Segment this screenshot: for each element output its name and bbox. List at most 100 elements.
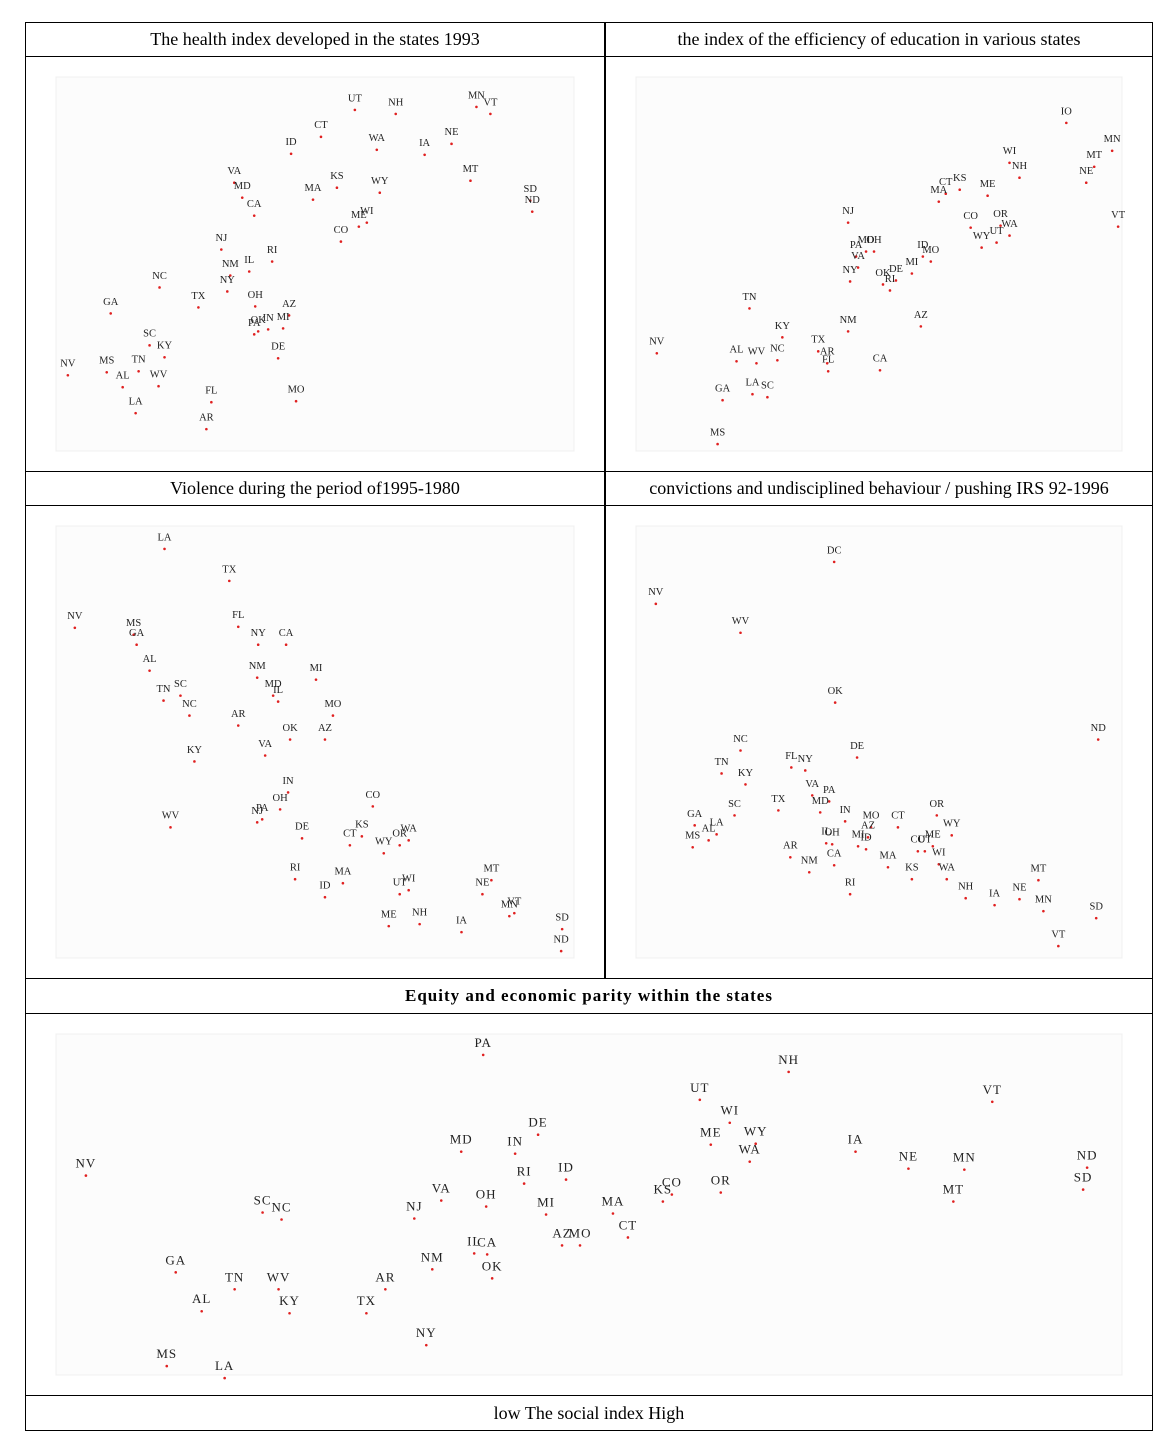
point-label: UT: [348, 93, 363, 104]
point-label: AR: [375, 1269, 395, 1284]
point: [256, 330, 260, 333]
point-label: KY: [157, 341, 173, 352]
point-label: NE: [475, 878, 489, 889]
point: [733, 814, 736, 817]
point: [923, 849, 927, 853]
point: [398, 892, 402, 896]
point-label: MI: [537, 1194, 555, 1209]
point-label: WI: [1003, 146, 1017, 157]
point-label: ID: [917, 240, 928, 251]
point-label: NY: [798, 754, 814, 765]
point: [544, 1213, 548, 1216]
point-label: NH: [958, 882, 974, 893]
point-label: WY: [744, 1124, 768, 1139]
point-label: IA: [989, 889, 1000, 900]
point: [993, 903, 996, 907]
point-label: ME: [700, 1125, 722, 1140]
point-label: TN: [715, 757, 729, 768]
point-label: MD: [265, 679, 282, 690]
point-label: CO: [963, 211, 978, 222]
point: [816, 350, 820, 353]
point-label: NV: [648, 587, 664, 598]
point: [371, 805, 375, 808]
point-label: VT: [1051, 929, 1066, 940]
scatter-plot: PA NH UT VT WI DE ME WY MD IN IA WA NE MN ND NV ID RI SD OR…: [55, 1033, 1123, 1380]
point: [475, 105, 478, 109]
point: [485, 1253, 489, 1256]
point-label: CT: [314, 120, 328, 131]
point-label: MD: [858, 235, 875, 246]
point: [827, 800, 831, 803]
point-label: DE: [850, 741, 864, 752]
point: [707, 839, 710, 842]
point: [398, 844, 402, 847]
point: [698, 1098, 702, 1102]
point-label: OK: [283, 723, 299, 734]
point: [252, 333, 256, 336]
point-label: MI: [310, 663, 323, 674]
point-label: MN: [1035, 895, 1052, 906]
point: [319, 135, 323, 139]
point: [980, 246, 983, 249]
point: [220, 248, 223, 251]
point-label: WY: [371, 176, 389, 187]
point-label: VA: [258, 739, 272, 750]
point-label: SD: [555, 913, 569, 924]
point-label: AL: [116, 371, 130, 382]
point: [748, 307, 751, 310]
point-label: WI: [932, 848, 946, 859]
point: [378, 191, 382, 194]
point: [109, 312, 113, 315]
point: [193, 760, 196, 763]
point: [830, 843, 834, 846]
point: [937, 862, 941, 866]
point: [950, 834, 954, 837]
point-label: NJ: [215, 233, 227, 244]
point: [854, 1150, 857, 1153]
point-label: NM: [840, 315, 858, 326]
point-label: SD: [1089, 902, 1103, 913]
point-label: CA: [279, 628, 294, 639]
point-label: VT: [983, 1082, 1002, 1097]
point-label: MS: [685, 831, 700, 842]
point: [944, 192, 948, 195]
point: [777, 809, 780, 812]
point-label: SC: [254, 1192, 272, 1207]
point-label: DE: [271, 342, 285, 353]
point: [564, 1178, 568, 1181]
point-label: ID: [558, 1160, 574, 1175]
point-label: UT: [918, 835, 933, 846]
point-label: RI: [885, 274, 896, 285]
point-label: MT: [1086, 150, 1102, 161]
point: [281, 327, 285, 330]
point-label: PA: [248, 318, 261, 329]
point-label: AR: [231, 709, 246, 720]
point-label: DE: [889, 264, 903, 275]
point: [855, 756, 859, 759]
point: [407, 888, 410, 892]
point-label: MD: [812, 796, 829, 807]
point: [755, 361, 758, 365]
point-label: ID: [861, 833, 872, 844]
point: [263, 754, 267, 757]
point: [919, 325, 923, 328]
point-label: CT: [619, 1217, 638, 1232]
point: [739, 631, 742, 635]
point-label: NV: [76, 1156, 97, 1171]
point: [490, 878, 493, 882]
point: [158, 286, 161, 289]
point-label: CA: [873, 354, 888, 365]
point-label: ME: [980, 179, 996, 190]
point-label: NH: [778, 1052, 799, 1067]
point: [843, 820, 847, 823]
point: [314, 678, 318, 681]
point-label: LA: [745, 378, 759, 389]
point-label: VT: [483, 97, 498, 108]
point-label: AZ: [318, 723, 332, 734]
point-label: NM: [421, 1249, 444, 1264]
point-label: MA: [305, 183, 322, 194]
point: [1057, 944, 1060, 948]
point: [266, 328, 270, 331]
point: [869, 826, 873, 829]
